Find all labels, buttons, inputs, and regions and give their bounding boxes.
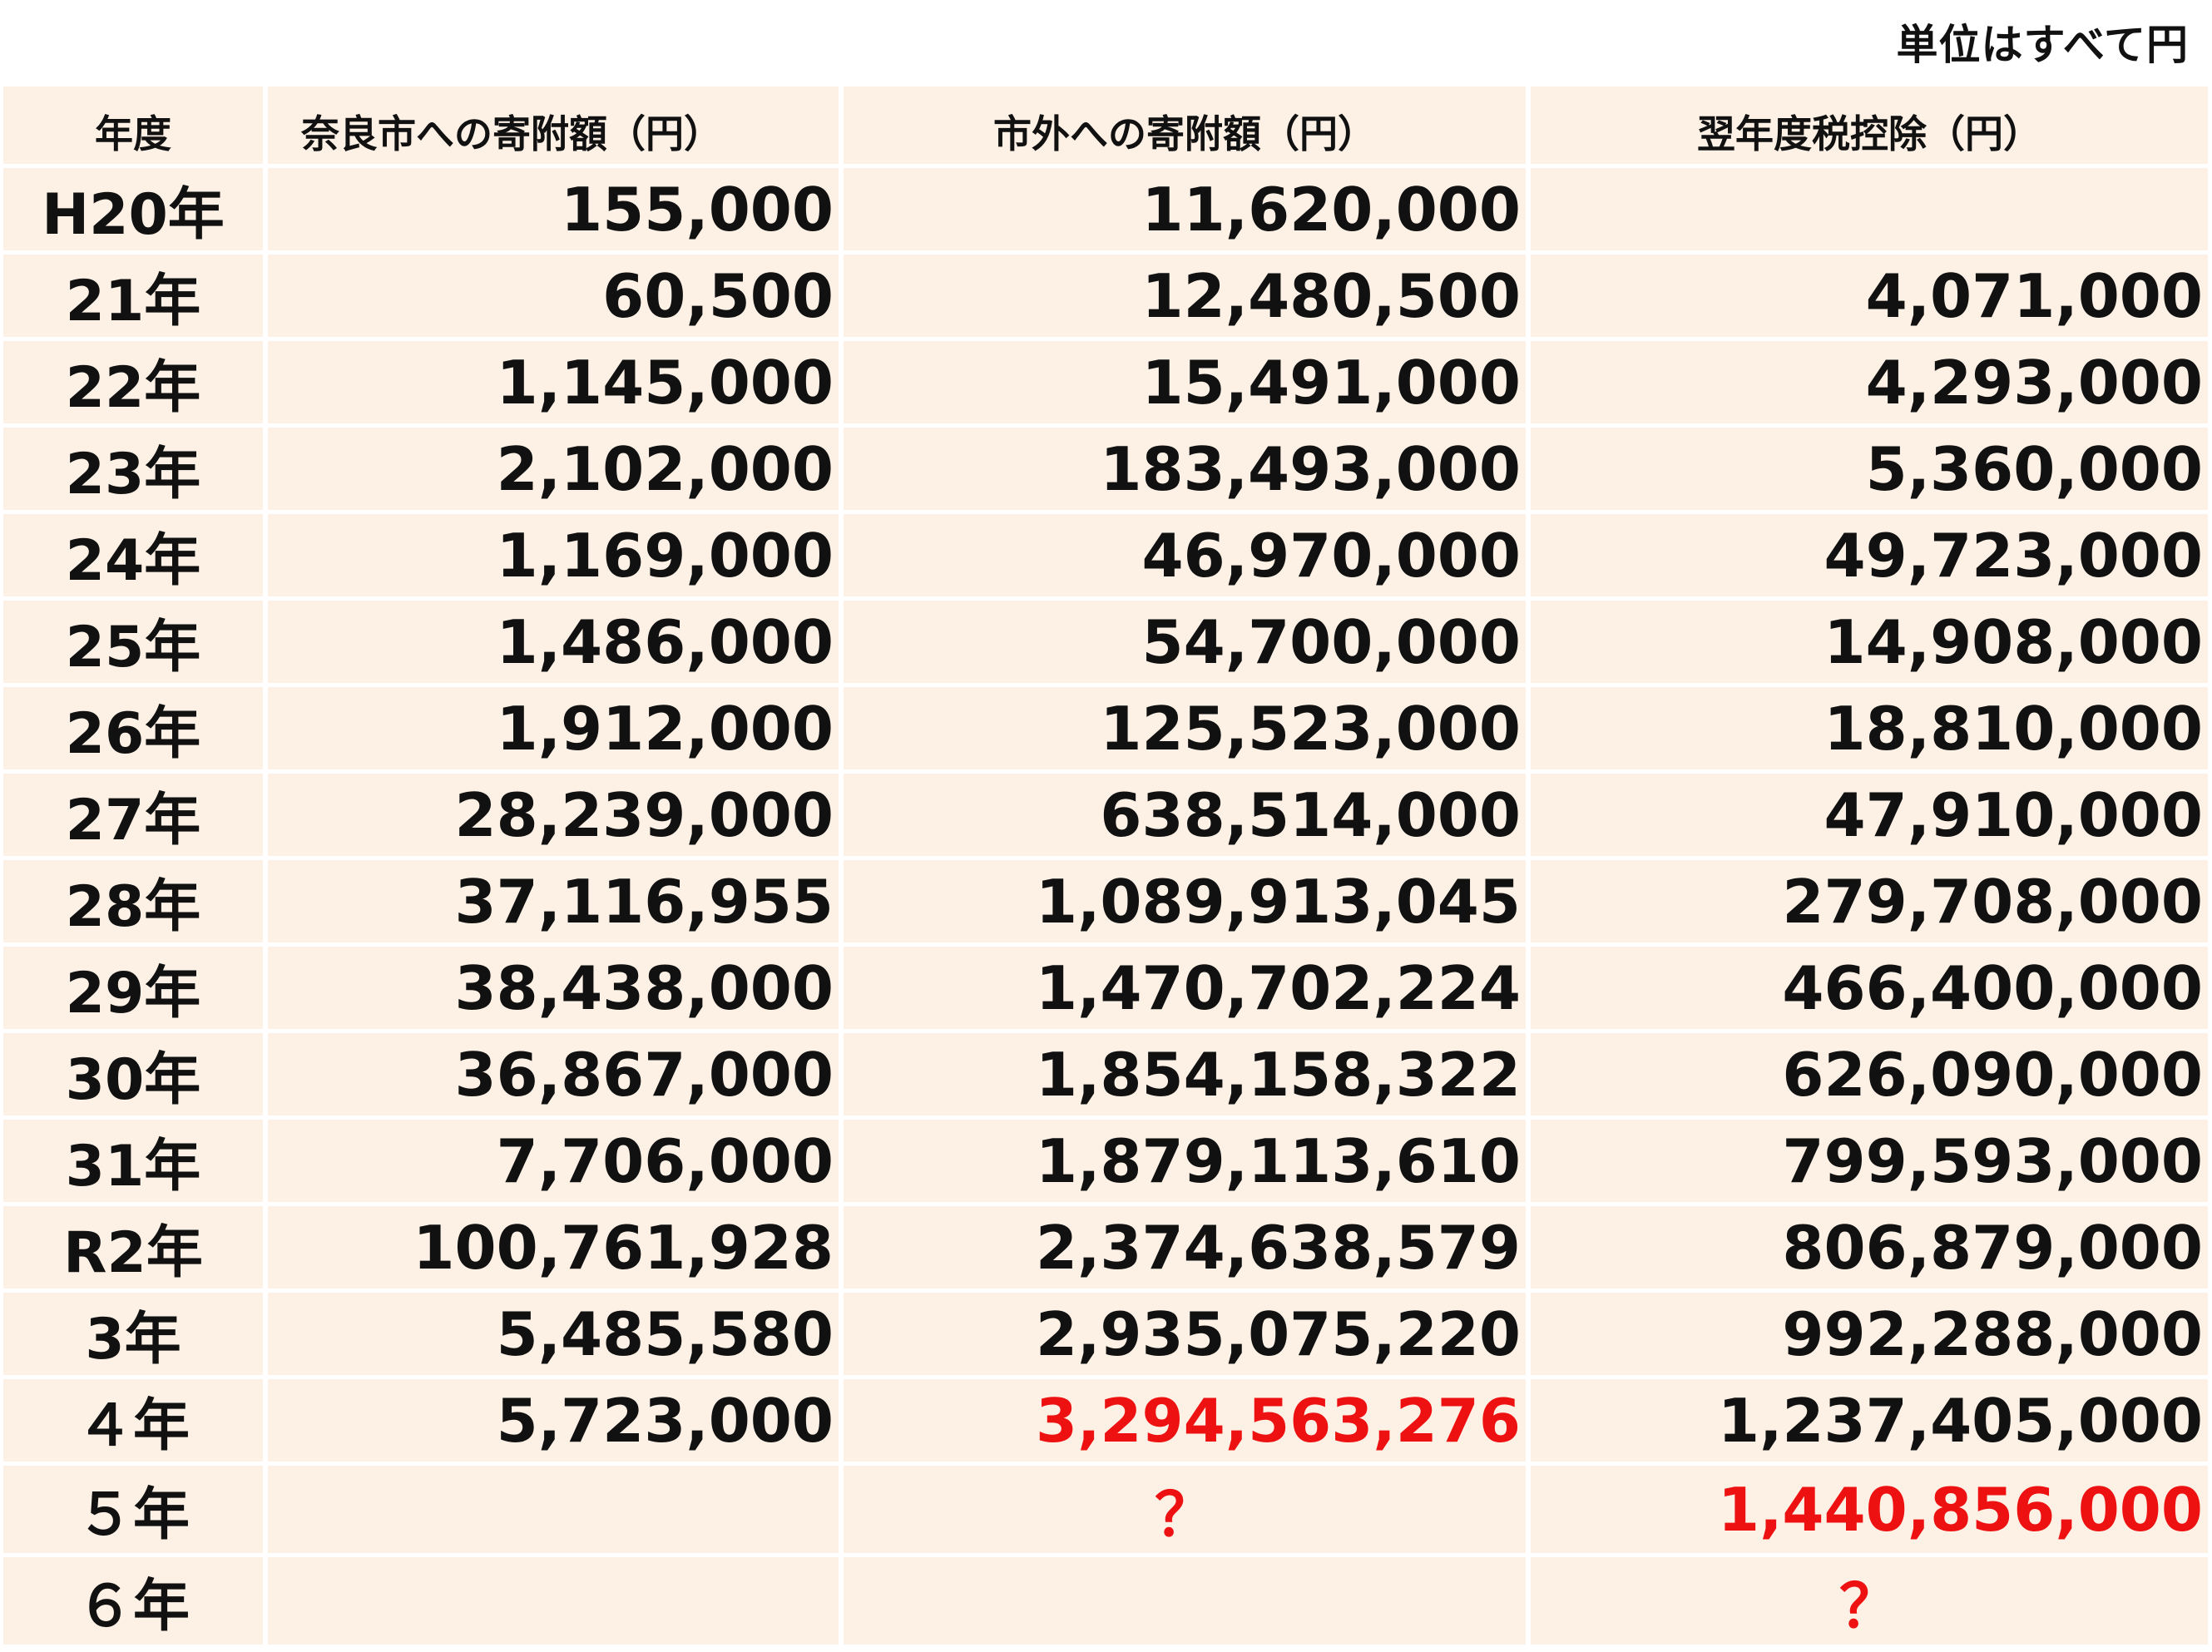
outside-cell-unknown: ？ [844,1466,1531,1557]
table-row: 28年 37,116,955 1,089,913,045 279,708,000 [3,860,2208,947]
year-cell: ５年 [3,1466,268,1557]
nara-cell: 1,169,000 [268,514,844,601]
tax-cell: 806,879,000 [1531,1206,2208,1293]
tax-cell: 18,810,000 [1531,687,2208,774]
outside-cell: 638,514,000 [844,774,1531,860]
year-cell: 27年 [3,774,268,860]
outside-cell: 1,854,158,322 [844,1033,1531,1120]
tax-cell-highlight: 1,440,856,000 [1531,1466,2208,1557]
year-cell: 23年 [3,428,268,514]
tax-cell: 1,237,405,000 [1531,1379,2208,1466]
year-cell: R2年 [3,1206,268,1293]
year-cell: 29年 [3,947,268,1033]
tax-cell: 626,090,000 [1531,1033,2208,1120]
outside-cell: 54,700,000 [844,601,1531,687]
nara-cell: 1,486,000 [268,601,844,687]
header-tax-deduction: 翌年度税控除（円） [1531,87,2208,168]
tax-cell: 49,723,000 [1531,514,2208,601]
outside-cell: 183,493,000 [844,428,1531,514]
tax-cell [1531,168,2208,255]
nara-cell: 38,438,000 [268,947,844,1033]
outside-cell-highlight: 3,294,563,276 [844,1379,1531,1466]
unit-note: 単位はすべて円 [1896,21,2189,69]
year-cell: 26年 [3,687,268,774]
outside-cell: 12,480,500 [844,255,1531,341]
table-row: 25年 1,486,000 54,700,000 14,908,000 [3,601,2208,687]
table-row: 21年 60,500 12,480,500 4,071,000 [3,255,2208,341]
outside-cell: 11,620,000 [844,168,1531,255]
year-cell: H20年 [3,168,268,255]
year-cell: 24年 [3,514,268,601]
outside-cell: 15,491,000 [844,341,1531,428]
year-cell: 28年 [3,860,268,947]
outside-cell: 46,970,000 [844,514,1531,601]
year-cell: 22年 [3,341,268,428]
table-row: ６年 ？ [3,1557,2208,1649]
year-cell: 25年 [3,601,268,687]
outside-cell: 2,374,638,579 [844,1206,1531,1293]
nara-cell: 100,761,928 [268,1206,844,1293]
tax-cell: 799,593,000 [1531,1120,2208,1206]
header-year: 年度 [3,87,268,168]
nara-cell: 36,867,000 [268,1033,844,1120]
table-row: H20年 155,000 11,620,000 [3,168,2208,255]
table-row: R2年 100,761,928 2,374,638,579 806,879,00… [3,1206,2208,1293]
nara-cell: 60,500 [268,255,844,341]
nara-cell [268,1466,844,1557]
nara-cell: 37,116,955 [268,860,844,947]
tax-cell: 992,288,000 [1531,1293,2208,1379]
table-row: 24年 1,169,000 46,970,000 49,723,000 [3,514,2208,601]
nara-cell [268,1557,844,1649]
outside-cell [844,1557,1531,1649]
year-cell: 31年 [3,1120,268,1206]
header-nara-donations: 奈良市への寄附額（円） [268,87,844,168]
year-cell: ４年 [3,1379,268,1466]
outside-cell: 1,089,913,045 [844,860,1531,947]
table-row: 22年 1,145,000 15,491,000 4,293,000 [3,341,2208,428]
year-cell: 21年 [3,255,268,341]
outside-cell: 2,935,075,220 [844,1293,1531,1379]
table-row: 30年 36,867,000 1,854,158,322 626,090,000 [3,1033,2208,1120]
table-row: 31年 7,706,000 1,879,113,610 799,593,000 [3,1120,2208,1206]
nara-cell: 155,000 [268,168,844,255]
outside-cell: 125,523,000 [844,687,1531,774]
table-row: ５年 ？ 1,440,856,000 [3,1466,2208,1557]
header-row: 年度 奈良市への寄附額（円） 市外への寄附額（円） 翌年度税控除（円） [3,87,2208,168]
nara-cell: 5,485,580 [268,1293,844,1379]
nara-cell: 28,239,000 [268,774,844,860]
tax-cell: 4,293,000 [1531,341,2208,428]
nara-cell: 1,145,000 [268,341,844,428]
tax-cell: 47,910,000 [1531,774,2208,860]
outside-cell: 1,470,702,224 [844,947,1531,1033]
nara-cell: 5,723,000 [268,1379,844,1466]
tax-cell: 5,360,000 [1531,428,2208,514]
outside-cell: 1,879,113,610 [844,1120,1531,1206]
year-cell: 30年 [3,1033,268,1120]
table-row: ４年 5,723,000 3,294,563,276 1,237,405,000 [3,1379,2208,1466]
year-cell: ６年 [3,1557,268,1649]
nara-cell: 7,706,000 [268,1120,844,1206]
tax-cell: 466,400,000 [1531,947,2208,1033]
nara-cell: 1,912,000 [268,687,844,774]
donation-table: 年度 奈良市への寄附額（円） 市外への寄附額（円） 翌年度税控除（円） H20年… [3,87,2208,1649]
tax-cell: 4,071,000 [1531,255,2208,341]
header-outside-donations: 市外への寄附額（円） [844,87,1531,168]
table-row: 29年 38,438,000 1,470,702,224 466,400,000 [3,947,2208,1033]
tax-cell: 14,908,000 [1531,601,2208,687]
tax-cell-unknown: ？ [1531,1557,2208,1649]
table-row: 27年 28,239,000 638,514,000 47,910,000 [3,774,2208,860]
table-row: 26年 1,912,000 125,523,000 18,810,000 [3,687,2208,774]
table-row: 3年 5,485,580 2,935,075,220 992,288,000 [3,1293,2208,1379]
table-row: 23年 2,102,000 183,493,000 5,360,000 [3,428,2208,514]
year-cell: 3年 [3,1293,268,1379]
tax-cell: 279,708,000 [1531,860,2208,947]
nara-cell: 2,102,000 [268,428,844,514]
